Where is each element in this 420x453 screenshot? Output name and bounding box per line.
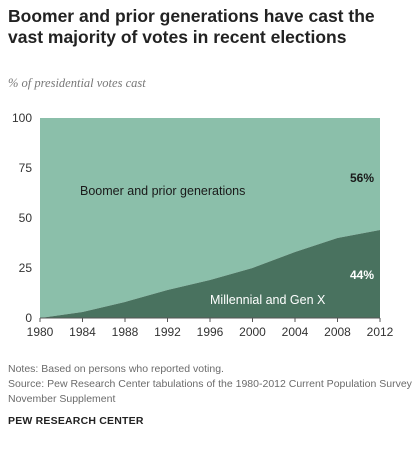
millennial-genx-area xyxy=(40,230,380,318)
chart-subtitle: % of presidential votes cast xyxy=(8,76,146,90)
millennial-series-label: Millennial and Gen X xyxy=(210,293,326,307)
notes-block: Notes: Based on persons who reported vot… xyxy=(8,362,412,407)
pew-logo-text: PEW RESEARCH CENTER xyxy=(8,415,144,427)
stacked-area-chart: 0 25 50 75 100 1980 1984 1988 1992 1996 2000 2004 2… xyxy=(12,111,394,339)
source-line: Source: Pew Research Center tabulations … xyxy=(8,378,412,390)
chart-title: Boomer and prior generations have cast t… xyxy=(8,6,375,47)
boomer-area xyxy=(40,118,380,318)
x-tick-label: 2000 xyxy=(239,325,266,339)
y-tick-label: 75 xyxy=(19,161,33,175)
x-tick-label: 2004 xyxy=(282,325,309,339)
x-tick-label: 1996 xyxy=(197,325,224,339)
x-tick-label: 1988 xyxy=(112,325,139,339)
x-tick-label: 2012 xyxy=(367,325,394,339)
x-tick-label: 1984 xyxy=(69,325,96,339)
boomer-pct-label: 56% xyxy=(350,171,374,185)
x-tick-label: 1992 xyxy=(154,325,181,339)
source-line-continued: November Supplement xyxy=(8,393,116,405)
chart-areas xyxy=(40,118,380,318)
x-tick-label: 2008 xyxy=(324,325,351,339)
y-tick-label: 0 xyxy=(25,311,32,325)
millennial-pct-label: 44% xyxy=(350,268,374,282)
y-axis-ticks: 0 25 50 75 100 xyxy=(12,111,32,325)
y-tick-label: 25 xyxy=(19,261,33,275)
x-axis-ticks: 1980 1984 1988 1992 1996 2000 2004 2008 2012 xyxy=(27,318,394,339)
boomer-series-label: Boomer and prior generations xyxy=(80,184,245,198)
y-tick-label: 50 xyxy=(19,211,33,225)
x-tick-label: 1980 xyxy=(27,325,54,339)
notes-line: Notes: Based on persons who reported vot… xyxy=(8,363,224,375)
y-tick-label: 100 xyxy=(12,111,32,125)
